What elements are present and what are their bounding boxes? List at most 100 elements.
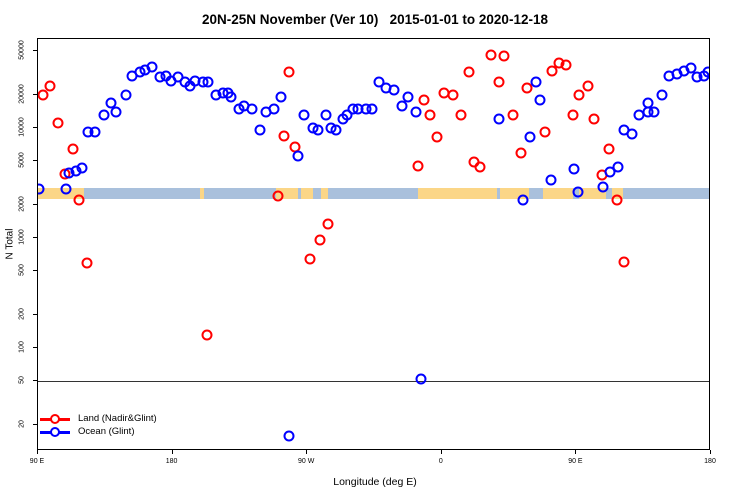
ocean-data-point — [98, 109, 110, 121]
legend-label-land: Land (Nadir&Glint) — [78, 413, 157, 424]
ocean-data-point — [120, 89, 132, 101]
reference-line-50 — [38, 381, 709, 383]
land-data-point — [618, 256, 630, 268]
y-tick-mark — [33, 127, 37, 128]
y-tick-mark — [33, 380, 37, 382]
ocean-data-point — [612, 161, 624, 173]
land-data-point — [447, 89, 459, 101]
land-data-point — [560, 59, 572, 71]
land-data-point — [322, 218, 334, 230]
ocean-data-point — [225, 91, 237, 103]
x-tick-label: 90 E — [29, 458, 45, 465]
land-data-point — [201, 329, 213, 341]
y-tick-mark — [33, 423, 37, 425]
legend-label-ocean: Ocean (Glint) — [78, 426, 135, 437]
map-land-segment — [417, 187, 498, 200]
y-axis-title: N Total — [4, 228, 16, 260]
ocean-data-point — [76, 162, 88, 174]
land-data-point — [455, 109, 467, 121]
land-data-point — [278, 130, 290, 142]
chart-title: 20N-25N November (Ver 10) 2015-01-01 to … — [202, 12, 548, 27]
y-tick-label: 100 — [18, 341, 26, 353]
land-data-point — [603, 143, 615, 155]
y-tick-mark — [33, 313, 37, 315]
x-tick-mark — [440, 450, 442, 454]
map-land-segment — [579, 187, 607, 200]
y-tick-mark — [33, 160, 37, 162]
x-tick-label: 90 W — [298, 458, 315, 465]
ocean-data-point — [530, 76, 542, 88]
ocean-data-point — [388, 84, 400, 96]
y-tick-label: 20 — [18, 419, 26, 428]
map-land-segment — [500, 187, 529, 200]
map-ocean-band — [38, 187, 709, 200]
y-tick-label: 10000 — [18, 117, 26, 137]
ocean-data-point — [105, 97, 117, 109]
land-data-point — [304, 253, 316, 265]
land-data-point — [582, 80, 594, 92]
land-data-point — [463, 66, 475, 78]
land-data-point — [52, 117, 64, 129]
y-tick-mark — [33, 50, 37, 52]
land-data-point — [418, 94, 430, 106]
map-land-segment — [199, 187, 204, 200]
map-land-segment — [612, 187, 623, 200]
land-data-point — [73, 194, 85, 206]
ocean-data-point — [396, 100, 408, 112]
ocean-data-point — [320, 109, 332, 121]
map-land-segment — [543, 187, 574, 200]
land-data-point — [431, 131, 443, 143]
land-data-point — [424, 109, 436, 121]
x-tick-label: 180 — [704, 458, 716, 465]
land-data-point — [272, 190, 284, 202]
ocean-data-point — [493, 113, 505, 125]
map-land-segment — [301, 187, 314, 200]
ocean-data-point — [415, 373, 427, 385]
land-data-point — [67, 143, 79, 155]
y-tick-mark — [33, 93, 37, 95]
land-data-point — [507, 109, 519, 121]
map-land-segment — [275, 187, 299, 200]
ocean-data-point — [366, 103, 378, 115]
map-land-segment — [38, 187, 85, 200]
land-data-point — [485, 49, 497, 61]
x-tick-label: 0 — [438, 458, 443, 465]
x-tick-mark — [710, 450, 711, 454]
x-tick-mark — [575, 450, 577, 454]
land-data-point — [611, 194, 623, 206]
x-tick-label: 90 E — [568, 458, 583, 465]
land-data-point — [474, 161, 486, 173]
ocean-data-point — [283, 430, 295, 442]
land-data-point — [498, 50, 510, 62]
plot-area — [37, 38, 710, 450]
ocean-data-point — [373, 76, 385, 88]
ocean-data-point — [275, 91, 287, 103]
y-tick-label: 200 — [18, 308, 26, 320]
land-data-point — [515, 147, 527, 159]
land-data-point — [283, 66, 295, 78]
y-tick-label: 50 — [18, 376, 26, 385]
ocean-data-point — [298, 109, 310, 121]
y-tick-label: 5000 — [18, 152, 26, 168]
land-circle-icon — [50, 414, 60, 424]
land-data-point — [81, 257, 93, 269]
land-data-point — [567, 109, 579, 121]
y-tick-label: 500 — [18, 264, 26, 276]
ocean-circle-icon — [50, 427, 60, 437]
land-data-point — [588, 113, 600, 125]
x-axis-title: Longitude (deg E) — [333, 476, 417, 488]
ocean-data-point — [410, 106, 422, 118]
land-data-point — [314, 234, 326, 246]
ocean-data-point — [246, 103, 258, 115]
ocean-data-point — [597, 181, 609, 193]
y-tick-label: 2000 — [18, 196, 26, 212]
y-tick-mark — [33, 270, 37, 272]
ocean-data-point — [312, 124, 324, 136]
land-data-point — [412, 160, 424, 172]
ocean-data-point — [268, 103, 280, 115]
land-data-point — [521, 82, 533, 94]
ocean-data-point — [292, 150, 304, 162]
x-tick-mark — [37, 450, 38, 454]
land-data-point — [539, 126, 551, 138]
